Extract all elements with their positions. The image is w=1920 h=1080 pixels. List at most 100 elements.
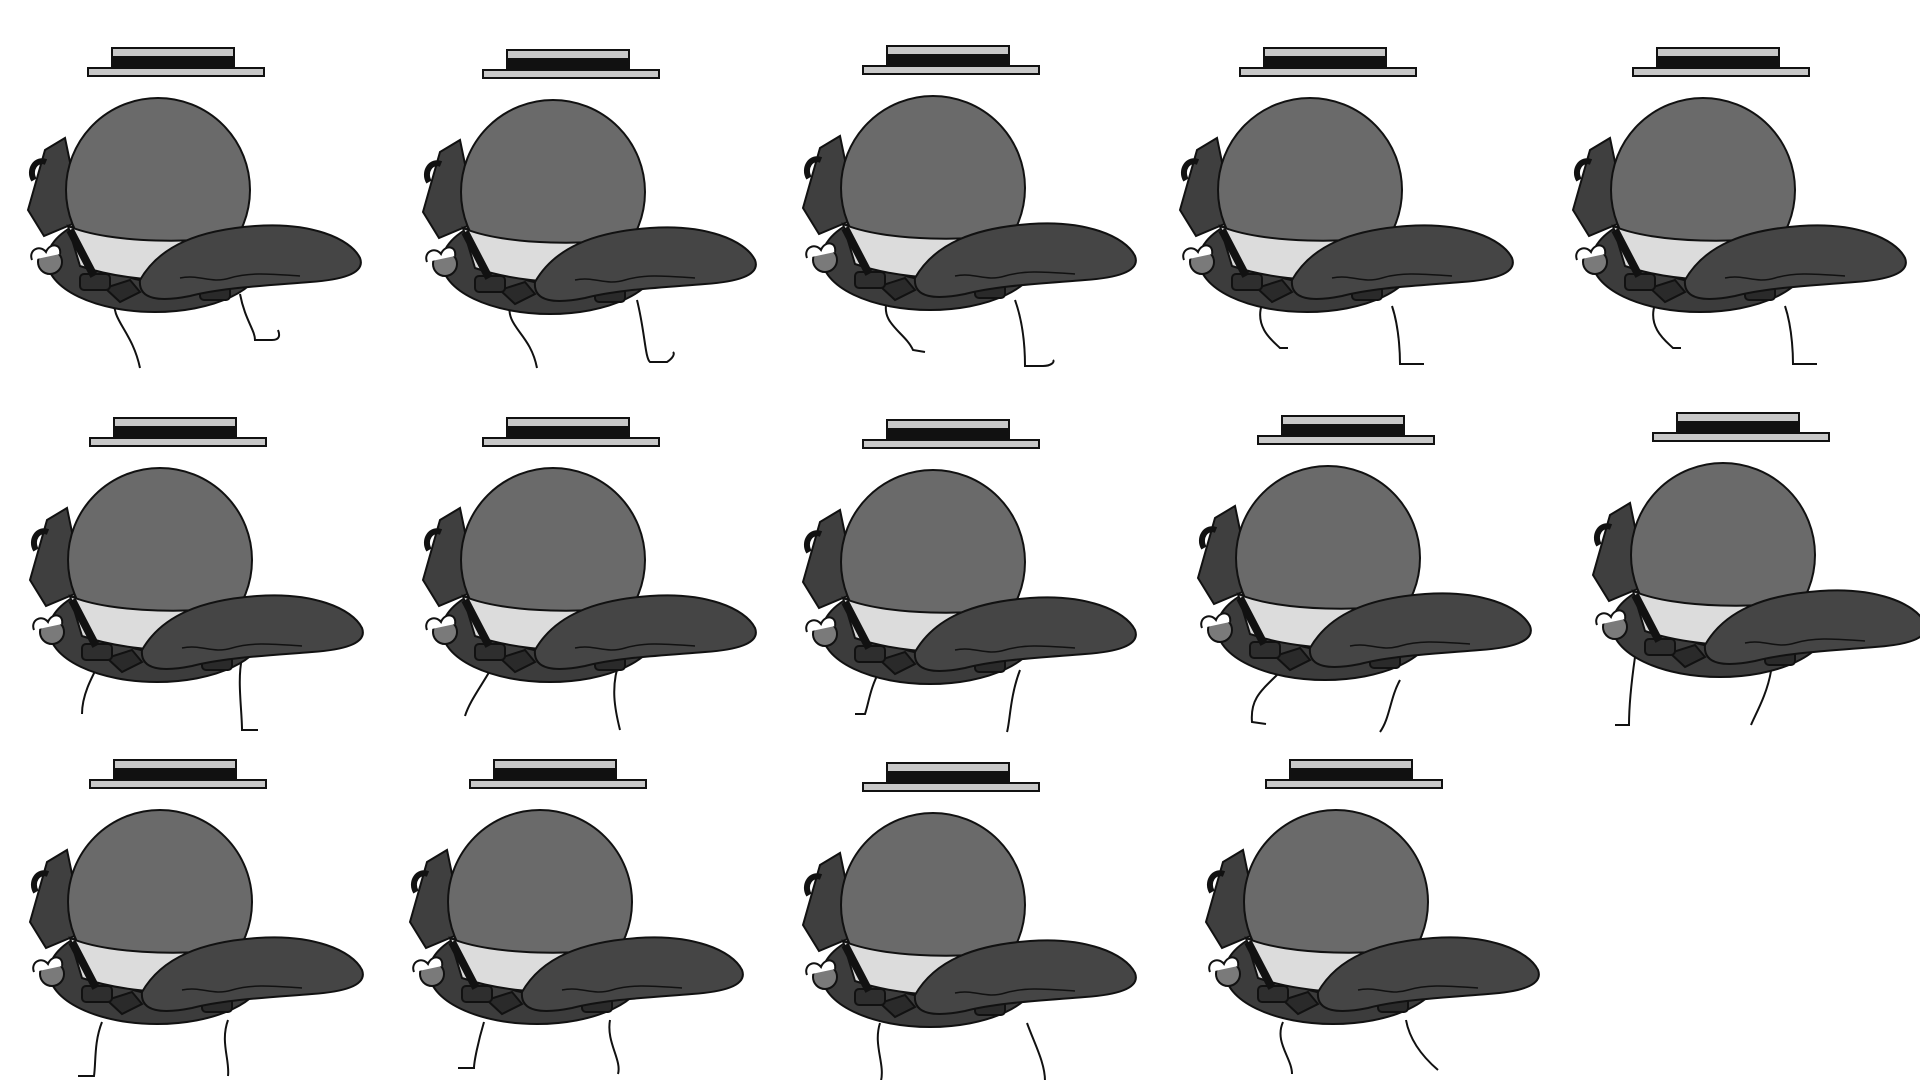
sprite-frame: [10, 30, 390, 390]
cap-brim: [533, 226, 757, 302]
brim-crease: [574, 643, 696, 651]
sprite-frame: [785, 402, 1165, 762]
back-shoe: [854, 271, 886, 289]
left-shoe: [1668, 643, 1707, 669]
left-shoe: [1273, 646, 1312, 672]
antenna: [1573, 158, 1593, 182]
plate-stripe: [887, 428, 1009, 438]
left-shoe: [105, 990, 144, 1016]
brim-crease: [954, 988, 1076, 996]
sprite-frame: [12, 742, 392, 1080]
character-sprite: [1204, 759, 1540, 1075]
fingers: [32, 614, 64, 631]
character-sprite: [421, 49, 757, 369]
fingers: [425, 614, 457, 631]
character-sprite: [801, 419, 1137, 733]
sprite-frame: [785, 28, 1165, 388]
plate-stripe: [1264, 56, 1386, 66]
cap-brim: [1290, 224, 1514, 300]
back-shoe: [1257, 985, 1289, 1003]
sprite-frame: [1188, 742, 1568, 1080]
brim-crease: [574, 275, 696, 283]
plate-base: [862, 782, 1040, 792]
plate-base: [1632, 67, 1810, 77]
left-shoe: [1281, 990, 1320, 1016]
leg-lines: [458, 1019, 620, 1075]
character-sprite: [28, 759, 364, 1077]
fingers: [412, 956, 444, 973]
back-shoe: [1644, 638, 1676, 656]
fingers: [425, 246, 457, 263]
cap-brim: [520, 936, 744, 1012]
back-shoe: [854, 988, 886, 1006]
cap-brim: [1683, 224, 1907, 300]
fingers: [805, 616, 837, 633]
plate-base: [1257, 435, 1435, 445]
plate-base: [862, 439, 1040, 449]
antenna: [1198, 526, 1218, 550]
band-edge: [461, 230, 493, 280]
plate-stripe: [1290, 768, 1412, 778]
band-edge: [1218, 228, 1250, 278]
fingers: [1200, 612, 1232, 629]
band-edge: [841, 226, 873, 276]
leg-lines: [1652, 303, 1817, 365]
character-sprite: [1591, 412, 1920, 726]
antenna: [28, 158, 48, 182]
plate-base: [1239, 67, 1417, 77]
antenna: [30, 870, 50, 894]
plate-base: [862, 65, 1040, 75]
fingers: [1595, 609, 1627, 626]
plate-base: [482, 69, 660, 79]
character-sprite: [1178, 47, 1514, 365]
brim-crease: [1331, 273, 1453, 281]
plate-base: [482, 437, 660, 447]
cap-brim: [533, 594, 757, 670]
antenna: [803, 530, 823, 554]
back-shoe: [81, 643, 113, 661]
plate-stripe: [1282, 424, 1404, 434]
plate-base: [469, 779, 647, 789]
character-sprite: [801, 762, 1137, 1080]
back-shoe: [474, 643, 506, 661]
sprite-frame: [785, 745, 1165, 1080]
cap-brim: [1703, 589, 1920, 665]
leg-lines: [1615, 656, 1772, 726]
leg-lines: [78, 1019, 230, 1077]
sprite-frame: [1162, 30, 1542, 390]
antenna: [410, 870, 430, 894]
back-shoe: [1249, 641, 1281, 659]
sprite-frame: [392, 742, 772, 1080]
brim-crease: [181, 643, 303, 651]
antenna: [803, 156, 823, 180]
plate-base: [89, 437, 267, 447]
character-sprite: [26, 47, 362, 369]
plate-base: [89, 779, 267, 789]
band-edge: [448, 940, 480, 990]
plate-base: [1652, 432, 1830, 442]
sprite-frame: [1575, 395, 1920, 755]
leg-lines: [1259, 303, 1424, 365]
antenna: [1593, 523, 1613, 547]
plate-stripe: [112, 56, 234, 66]
back-shoe: [81, 985, 113, 1003]
brim-crease: [561, 985, 683, 993]
cap-brim: [140, 594, 364, 670]
fingers: [30, 244, 62, 261]
antenna: [1180, 158, 1200, 182]
left-shoe: [878, 993, 917, 1019]
brim-crease: [1724, 273, 1846, 281]
character-sprite: [801, 45, 1137, 367]
fingers: [1575, 244, 1607, 261]
left-shoe: [105, 648, 144, 674]
character-sprite: [1571, 47, 1907, 365]
brim-crease: [1744, 638, 1866, 646]
left-shoe: [498, 648, 537, 674]
cap-brim: [138, 224, 362, 300]
left-shoe: [1255, 278, 1294, 304]
back-shoe: [474, 275, 506, 293]
cap-brim: [1308, 592, 1532, 668]
fingers: [1208, 956, 1240, 973]
back-shoe: [461, 985, 493, 1003]
